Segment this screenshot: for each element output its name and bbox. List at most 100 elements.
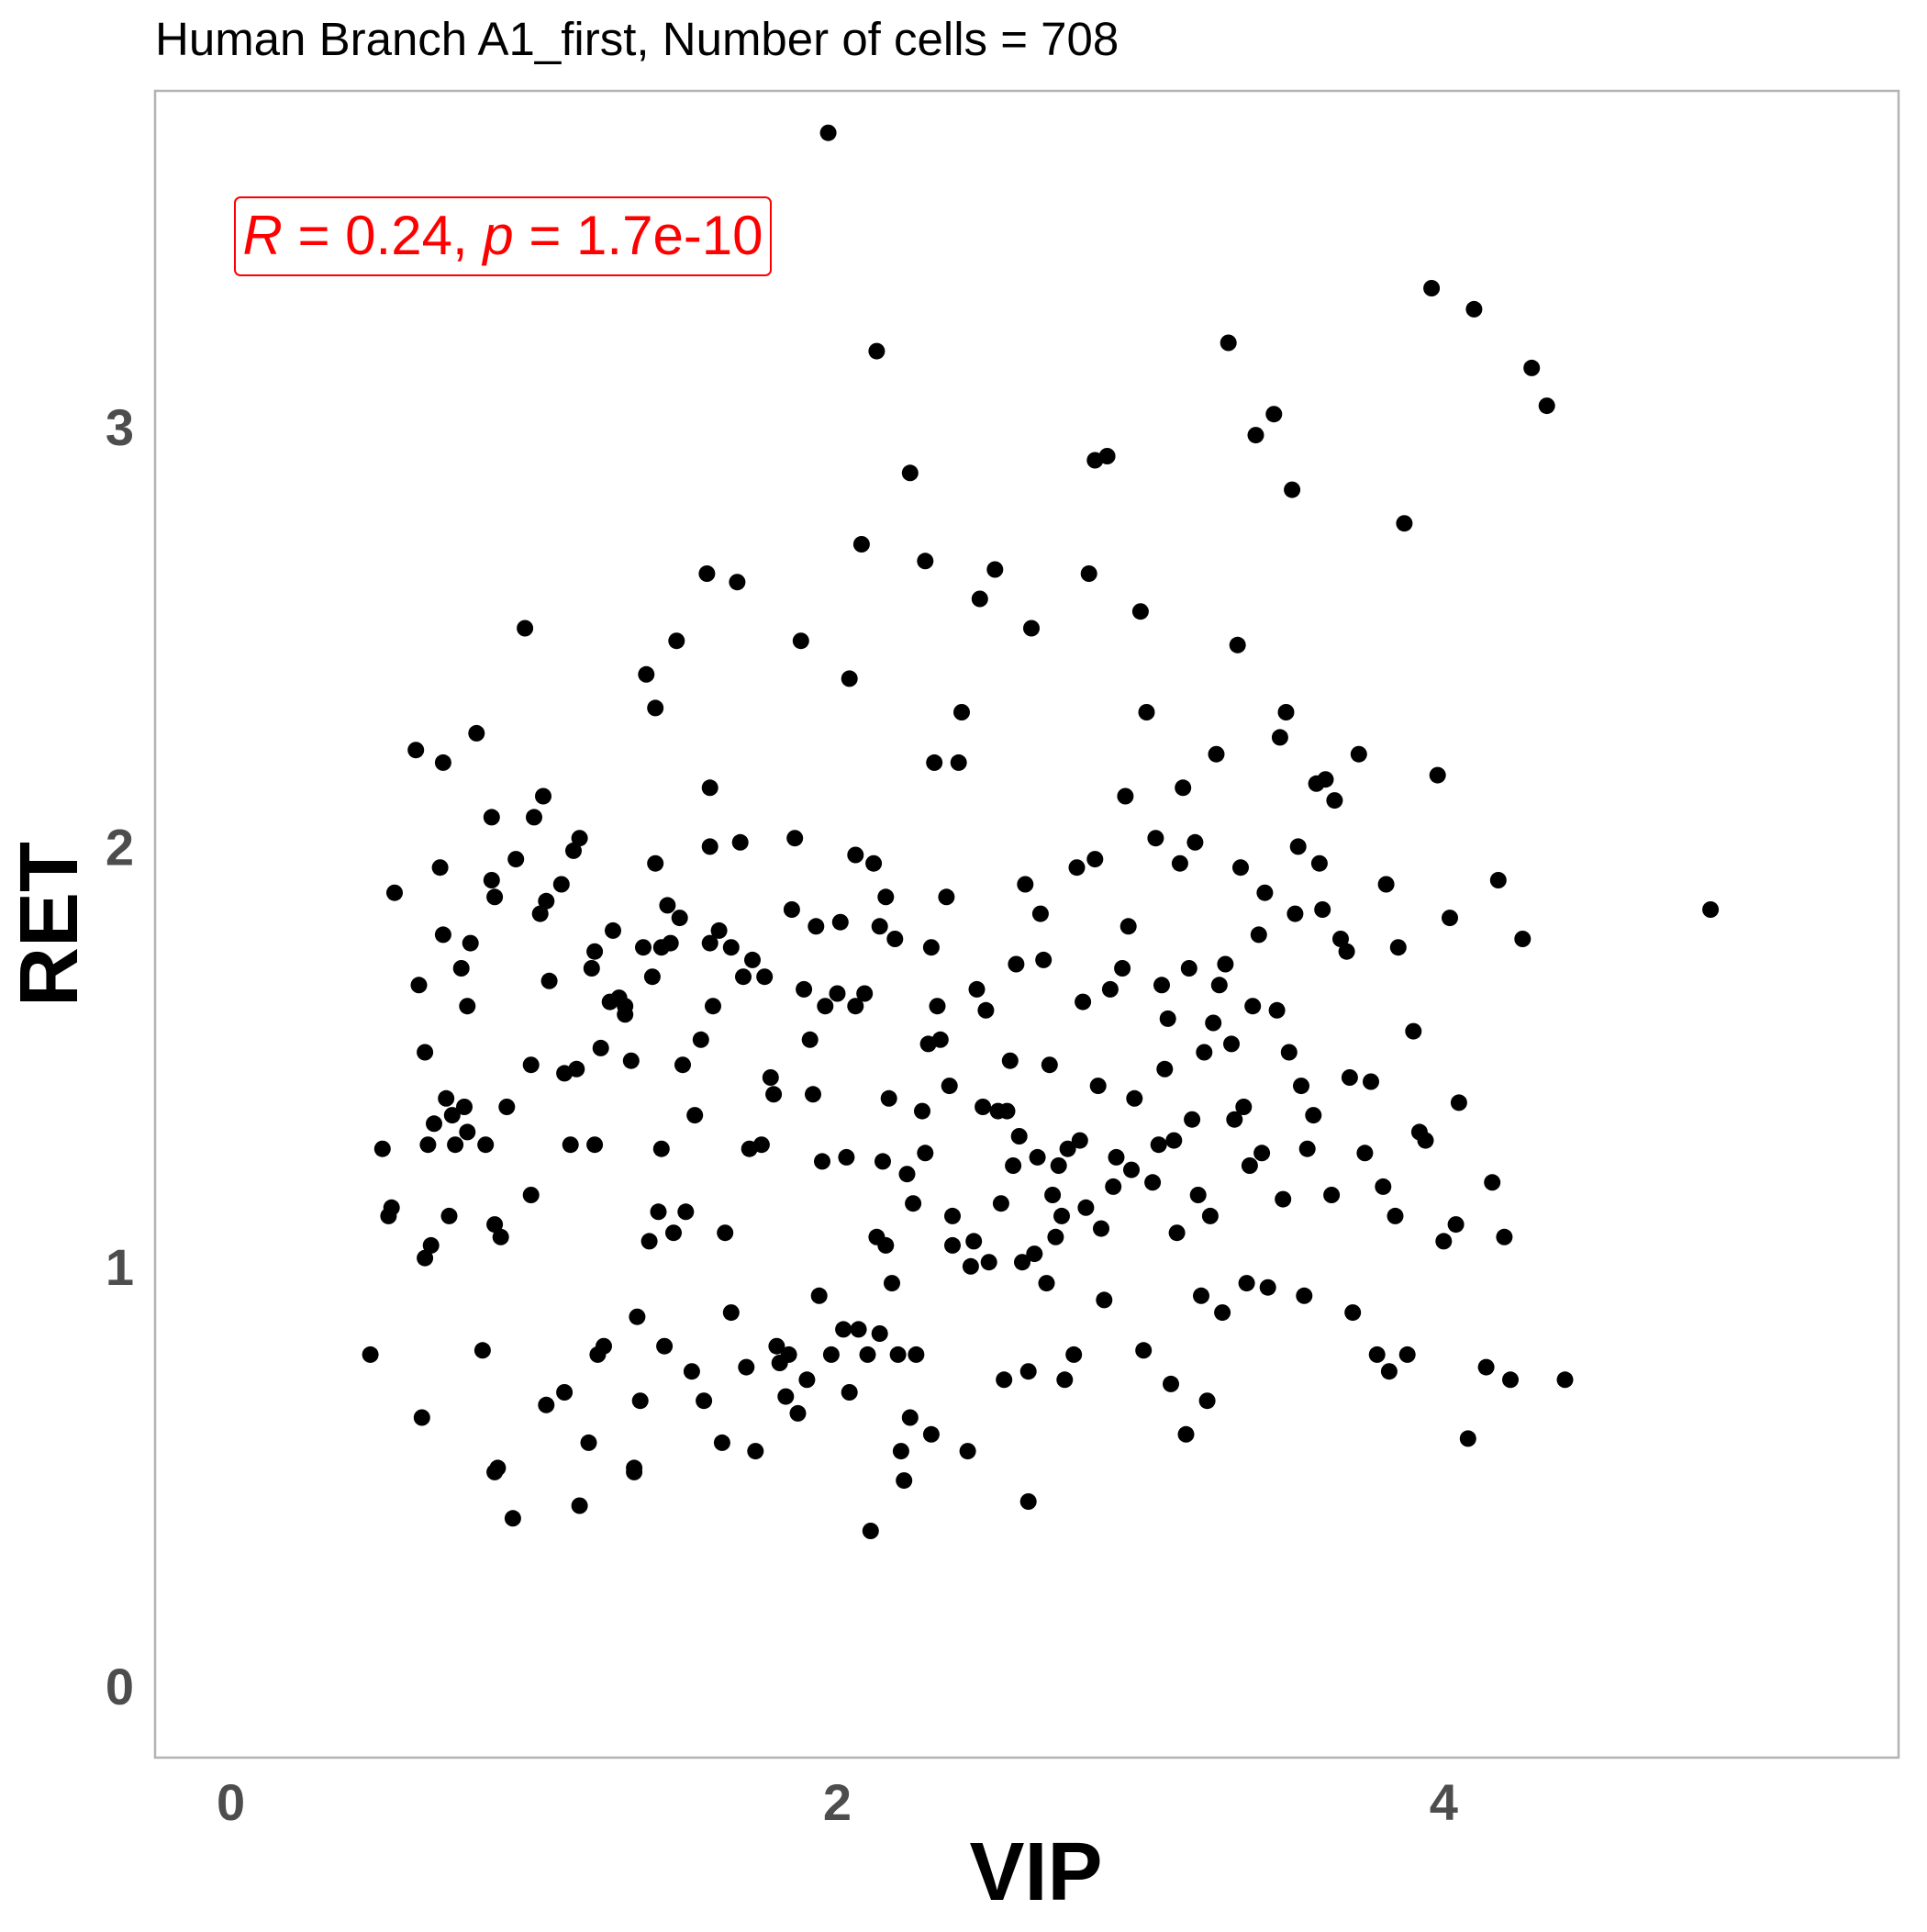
- data-point: [1538, 397, 1555, 415]
- data-point: [735, 968, 752, 986]
- data-point: [701, 779, 718, 797]
- data-point: [1326, 792, 1343, 810]
- data-point: [386, 884, 403, 901]
- data-point: [1298, 1140, 1316, 1157]
- data-point: [1235, 1099, 1253, 1115]
- data-point: [762, 1069, 779, 1086]
- data-point: [884, 1275, 900, 1292]
- data-point: [931, 1031, 949, 1048]
- correlation-box: [234, 196, 772, 276]
- data-point: [438, 1089, 455, 1107]
- data-point: [1093, 1220, 1109, 1237]
- data-point: [1071, 1132, 1088, 1149]
- data-point: [538, 892, 555, 910]
- data-point: [829, 985, 846, 1002]
- plot-panel: [153, 89, 1900, 1759]
- data-point: [468, 724, 485, 742]
- data-point: [744, 951, 761, 968]
- data-point: [652, 1140, 670, 1157]
- data-point: [856, 985, 874, 1002]
- data-point: [507, 851, 525, 868]
- data-point: [1080, 565, 1097, 582]
- data-point: [841, 1384, 858, 1401]
- data-point: [556, 1384, 574, 1401]
- data-point: [1450, 1094, 1467, 1111]
- data-point: [531, 905, 549, 922]
- data-point: [1101, 980, 1119, 998]
- data-point: [1186, 833, 1204, 851]
- data-point: [705, 998, 721, 1015]
- data-point: [1405, 1022, 1422, 1040]
- data-point: [1435, 1233, 1453, 1250]
- data-point: [1280, 1044, 1298, 1061]
- data-point: [944, 1236, 961, 1254]
- data-point: [1314, 901, 1331, 918]
- data-point: [410, 977, 428, 994]
- data-point: [871, 918, 888, 935]
- data-point: [1059, 1140, 1076, 1157]
- data-point: [1019, 1363, 1037, 1380]
- data-point: [665, 1224, 682, 1242]
- data-point: [1387, 1207, 1404, 1224]
- data-point: [1117, 787, 1134, 805]
- data-point: [1293, 1078, 1309, 1095]
- data-point: [1253, 1145, 1271, 1162]
- data-point: [1442, 910, 1458, 927]
- data-point: [938, 888, 955, 906]
- data-point: [950, 754, 967, 771]
- data-point: [526, 809, 542, 826]
- data-point: [1198, 1392, 1216, 1410]
- data-point: [898, 1166, 916, 1183]
- data-point: [1068, 859, 1086, 877]
- data-point: [886, 931, 904, 947]
- data-point: [1010, 1128, 1028, 1145]
- data-point: [434, 754, 451, 771]
- data-point: [1214, 1304, 1231, 1322]
- data-point: [674, 1056, 691, 1074]
- data-point: [786, 830, 804, 847]
- data-point: [1226, 1111, 1243, 1128]
- data-point: [1375, 1178, 1392, 1195]
- y-tick-label: 0: [106, 1658, 134, 1715]
- data-point: [1177, 1425, 1195, 1443]
- data-point: [1220, 334, 1237, 352]
- data-point: [1256, 884, 1274, 901]
- data-point: [647, 699, 664, 717]
- data-point: [692, 1031, 709, 1048]
- data-point: [747, 1443, 764, 1460]
- data-point: [789, 1404, 807, 1422]
- data-point: [1135, 1342, 1153, 1359]
- y-tick-label: 3: [106, 398, 134, 456]
- data-point: [808, 918, 825, 935]
- data-point: [710, 921, 728, 939]
- x-axis-ticks: 0 2 4: [217, 1773, 1458, 1831]
- data-point: [865, 854, 883, 872]
- data-point: [874, 1153, 891, 1170]
- data-point: [1193, 1287, 1209, 1304]
- data-point: [1363, 1073, 1379, 1090]
- data-point: [1368, 1346, 1386, 1363]
- data-point: [535, 787, 551, 805]
- p-value: = 1.7e-10: [514, 205, 763, 266]
- data-point: [738, 1358, 755, 1376]
- data-point: [413, 1409, 430, 1426]
- data-point: [483, 809, 500, 826]
- data-point: [1332, 931, 1349, 947]
- data-point: [713, 1434, 730, 1451]
- data-point: [640, 1233, 658, 1250]
- data-point: [962, 1257, 979, 1275]
- data-point: [440, 1207, 458, 1224]
- data-point: [810, 1287, 828, 1304]
- data-point: [905, 1195, 922, 1212]
- data-point: [662, 934, 679, 952]
- data-point: [1019, 1493, 1037, 1510]
- data-point: [1056, 1371, 1074, 1389]
- data-point: [1001, 1052, 1019, 1069]
- data-point: [1310, 854, 1328, 872]
- data-point: [1017, 876, 1034, 893]
- data-point: [729, 574, 746, 591]
- data-point: [647, 854, 664, 872]
- data-point: [1041, 1056, 1058, 1074]
- data-point: [1153, 977, 1170, 994]
